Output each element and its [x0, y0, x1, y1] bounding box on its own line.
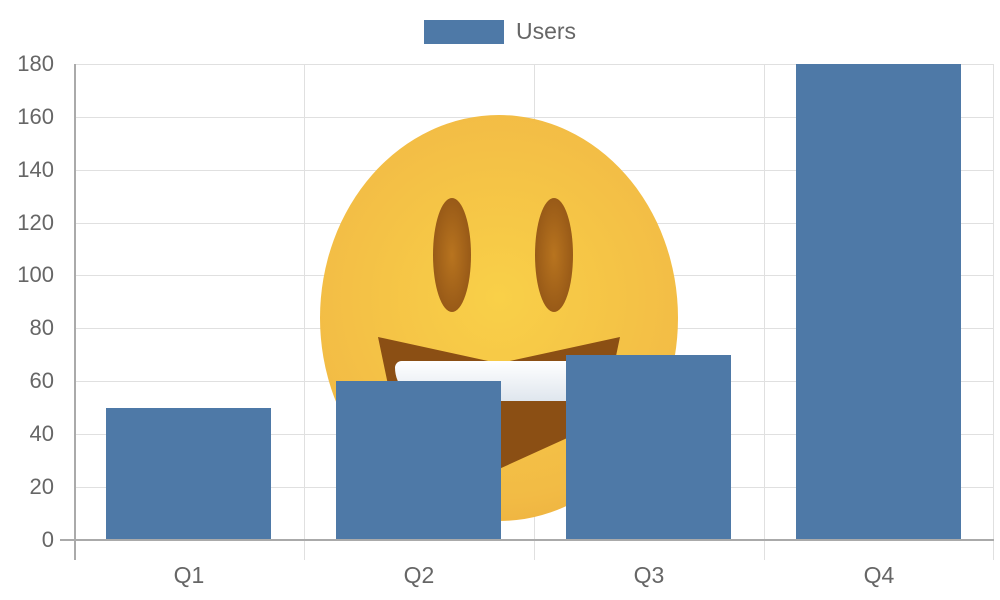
bar-q3[interactable]	[566, 354, 731, 540]
bar-q1[interactable]	[106, 407, 271, 540]
x-axis-line	[60, 539, 994, 541]
x-tick-label: Q1	[173, 562, 205, 588]
y-tick-label: 140	[17, 157, 54, 182]
legend: Users	[0, 18, 1000, 45]
x-tick-label: Q3	[633, 562, 665, 588]
gridline	[304, 64, 305, 560]
bars	[74, 64, 994, 540]
x-tick-label: Q2	[403, 562, 435, 588]
emoji-eye-left	[433, 198, 471, 312]
legend-swatch-users[interactable]	[423, 19, 504, 44]
gridline	[764, 64, 765, 560]
y-tick-label: 120	[17, 210, 54, 235]
bar-q2[interactable]	[336, 381, 501, 540]
legend-label-users[interactable]: Users	[515, 18, 577, 44]
y-tick-label: 80	[29, 315, 54, 340]
y-tick-label: 40	[29, 421, 54, 446]
gridline	[993, 64, 994, 560]
y-tick-label: 20	[29, 474, 54, 499]
y-tick-label: 180	[17, 51, 54, 76]
bar-q4[interactable]	[796, 64, 961, 540]
y-tick-label: 0	[41, 527, 54, 552]
y-tick-label: 60	[29, 368, 54, 393]
emoji-eye-right	[535, 198, 573, 312]
x-tick-label: Q4	[863, 562, 895, 588]
y-tick-label: 100	[17, 262, 54, 287]
y-axis-line	[74, 64, 76, 560]
y-tick-label: 160	[17, 104, 54, 129]
